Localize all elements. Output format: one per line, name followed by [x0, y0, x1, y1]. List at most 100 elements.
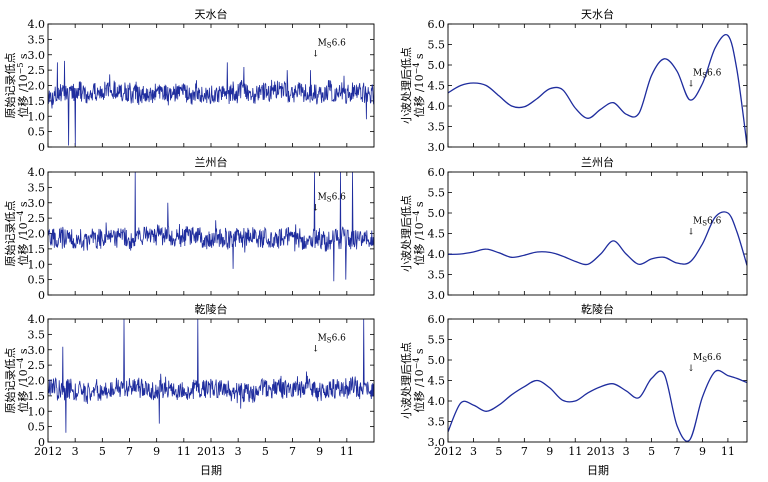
x-tick-label: 5	[262, 445, 269, 458]
series-line	[48, 319, 374, 433]
annotation-sub: S	[702, 219, 707, 227]
y-tick-label: 1.0	[28, 110, 46, 123]
event-annotation-arrow: ↓	[687, 227, 695, 237]
panel-wavelet-qianling: 乾陵台 3.0 3.5 4.0 4.5 5.0 5.5 6.0 2012 3 5 7 9 11 2013 3 5…	[400, 302, 748, 458]
y-axis-label-line1: 原始记录低点	[3, 348, 17, 414]
x-tick-label: 5	[648, 445, 655, 458]
y-tick-label: 3.0	[428, 289, 446, 302]
y-axis-label-line2: 位移 /10	[16, 222, 30, 265]
annotation-sub: S	[702, 356, 707, 364]
event-annotation-arrow: ↓	[312, 345, 320, 355]
x-tick-label: 3	[470, 445, 477, 458]
panel-title: 乾陵台	[581, 302, 614, 316]
y-axis-label-line2: 位移 /10	[16, 74, 30, 117]
x-tick-label: 9	[153, 445, 160, 458]
panel-title: 兰州台	[581, 155, 614, 169]
plot-frame	[447, 23, 748, 148]
x-tick-label: 5	[495, 445, 502, 458]
y-tick-label: 0.5	[28, 126, 46, 139]
y-axis-label-unit: s	[413, 201, 426, 210]
y-tick-label: 2.5	[28, 359, 46, 372]
annotation-m: M	[693, 216, 702, 226]
x-tick-label: 11	[177, 445, 191, 458]
x-tick-label: 3	[72, 445, 79, 458]
y-axis-label-unit: s	[17, 53, 30, 62]
y-tick-label: 5.0	[428, 59, 446, 72]
y-tick-label: 3.0	[28, 197, 46, 210]
y-tick-label: 5.5	[428, 39, 446, 52]
y-tick-label: 2.5	[28, 64, 46, 77]
y-axis-label-exponent: −5	[16, 63, 25, 75]
event-annotation-arrow: ↓	[312, 50, 320, 60]
plot-area	[448, 211, 747, 266]
event-annotation-label: MS6.6	[318, 39, 347, 50]
y-axis-label-unit: s	[17, 201, 30, 210]
annotation-value: 6.6	[707, 353, 722, 363]
y-tick-label: 6.0	[428, 166, 446, 179]
y-axis-label-exponent: −4	[16, 358, 25, 370]
y-tick-label: 5.5	[428, 187, 446, 200]
panel-raw-tianshui: 天水台 0 0.5 1.0 1.5 2.0 2.5 3.0 3.5 4.0 原始记录低点位移 /10…	[3, 7, 375, 154]
y-tick-label: 2.5	[28, 212, 46, 225]
plot-frame	[47, 171, 375, 296]
y-tick-label: 3.5	[28, 33, 46, 46]
y-tick-label: 2.0	[28, 375, 46, 388]
plot-area	[48, 319, 374, 433]
annotation-sub: S	[327, 196, 332, 204]
y-axis-label: 小波处理后低点位移 /10−4 s	[400, 47, 426, 124]
y-tick-label: 4.5	[428, 228, 446, 241]
y-tick-label: 4.0	[428, 248, 446, 261]
event-annotation-label: MS6.6	[693, 68, 722, 79]
plot-frame	[447, 318, 748, 443]
x-tick-label: 3	[623, 445, 630, 458]
y-tick-label: 6.0	[428, 18, 446, 31]
y-tick-label: 0.5	[28, 421, 46, 434]
event-annotation-arrow: ↓	[687, 364, 695, 374]
y-tick-label: 3.5	[428, 269, 446, 282]
y-axis-label: 小波处理后低点位移 /10−4 s	[400, 195, 426, 272]
series-line	[448, 34, 747, 146]
y-tick-label: 5.0	[428, 207, 446, 220]
panel-title: 乾陵台	[195, 302, 228, 316]
y-tick-label: 3.0	[428, 141, 446, 154]
y-tick-label: 2.0	[28, 228, 46, 241]
y-tick-label: 1.5	[28, 243, 46, 256]
x-tick-label: 5	[99, 445, 106, 458]
y-tick-label: 0	[38, 289, 45, 302]
y-axis-label: 小波处理后低点位移 /10−4 s	[400, 342, 426, 419]
annotation-value: 6.6	[332, 193, 347, 203]
y-tick-label: 3.5	[28, 181, 46, 194]
panel-title: 兰州台	[195, 155, 228, 169]
plot-area	[448, 369, 747, 442]
panel-wavelet-lanzhou: 兰州台 3.0 3.5 4.0 4.5 5.0 5.5 6.0 小波处理后低点位移 /10−4 …	[400, 155, 748, 302]
event-annotation-arrow: ↓	[687, 79, 695, 89]
y-axis-label-exponent: −4	[412, 63, 421, 75]
y-axis-label-line2: 位移 /10	[412, 222, 426, 265]
y-axis-label-line2: 位移 /10	[412, 369, 426, 412]
y-axis-label-line1: 原始记录低点	[3, 53, 17, 119]
y-axis-label-exponent: −4	[412, 211, 421, 223]
y-axis-label: 原始记录低点位移 /10−4 s	[3, 201, 30, 267]
plot-area	[448, 34, 747, 146]
series-line	[48, 172, 374, 282]
x-tick-label: 2012	[434, 445, 462, 458]
annotation-value: 6.6	[707, 216, 722, 226]
x-tick-label: 7	[289, 445, 296, 458]
x-tick-label: 2013	[587, 445, 615, 458]
y-tick-label: 4.5	[428, 375, 446, 388]
y-tick-label: 0.5	[28, 274, 46, 287]
x-tick-label: 7	[521, 445, 528, 458]
y-tick-label: 4.0	[428, 395, 446, 408]
y-tick-label: 3.0	[28, 344, 46, 357]
plot-frame	[447, 171, 748, 296]
plot-frame	[47, 318, 375, 443]
series-line	[448, 211, 747, 266]
annotation-sub: S	[327, 337, 332, 345]
y-axis-label-line2: 位移 /10	[412, 74, 426, 117]
plot-area	[48, 60, 374, 146]
annotation-m: M	[318, 39, 327, 49]
x-tick-label: 11	[568, 445, 582, 458]
panel-title: 天水台	[195, 7, 228, 21]
annotation-sub: S	[327, 42, 332, 50]
x-tick-label: 9	[316, 445, 323, 458]
